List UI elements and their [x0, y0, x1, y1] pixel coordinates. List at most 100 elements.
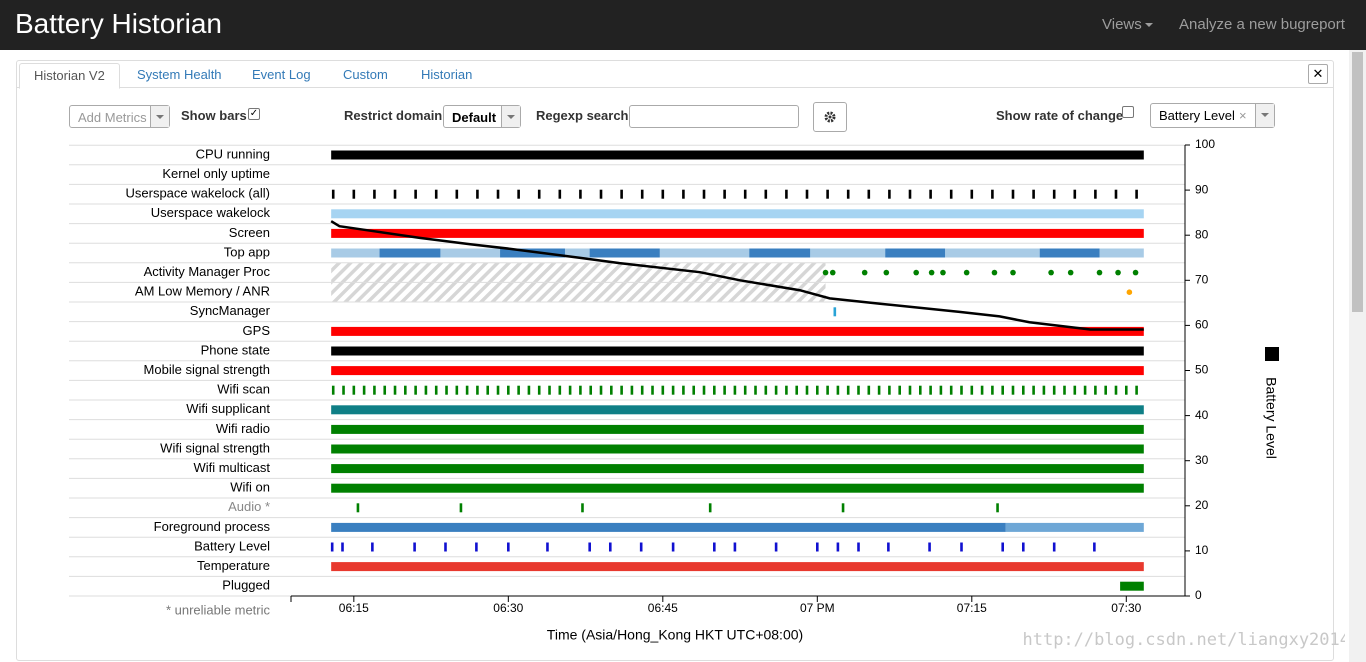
tab[interactable]: Event Log: [252, 67, 311, 82]
event-tick: [599, 189, 603, 199]
select-value: Battery Level: [1159, 108, 1235, 123]
event-tick: [867, 385, 871, 395]
footnote: * unreliable metric: [166, 602, 271, 617]
y-tick-label: 30: [1195, 453, 1209, 467]
event-tick: [1073, 385, 1077, 395]
event-tick: [1094, 189, 1097, 199]
event-tick: [996, 503, 999, 513]
event-tick: [445, 385, 448, 395]
row-label: Battery Level: [194, 538, 270, 553]
x-tick-label: 07:15: [957, 601, 987, 615]
close-button[interactable]: ✕: [1308, 64, 1328, 84]
row-label: AM Low Memory / ANR: [135, 284, 270, 299]
event-tick: [424, 385, 428, 395]
event-tick: [949, 189, 953, 199]
event-tick: [774, 542, 778, 552]
event-tick: [908, 189, 912, 199]
event-tick: [733, 385, 737, 395]
event-tick: [455, 189, 459, 199]
event-tick: [1032, 385, 1035, 395]
row-label: Wifi supplicant: [186, 401, 270, 416]
event-tick: [785, 189, 788, 199]
row-label: Temperature: [197, 558, 270, 573]
row-label: Wifi on: [230, 480, 270, 495]
event-tick: [857, 542, 860, 552]
event-tick: [362, 385, 366, 395]
event-tick: [671, 385, 675, 395]
event-tick: [581, 503, 584, 513]
views-menu[interactable]: Views: [1102, 16, 1153, 33]
event-tick: [836, 385, 840, 395]
event-tick: [1094, 385, 1097, 395]
tab[interactable]: Historian V2: [19, 63, 120, 89]
event-tick: [1114, 189, 1118, 199]
interval-bar: [589, 248, 660, 258]
add-metrics[interactable]: Add Metrics: [69, 105, 170, 128]
event-tick: [620, 385, 623, 395]
y-tick-label: 70: [1195, 272, 1209, 286]
watermark: http://blog.csdn.net/liangxy2014: [1022, 630, 1345, 650]
event-tick: [373, 385, 376, 395]
event-tick: [341, 542, 344, 552]
settings-button[interactable]: [813, 102, 847, 132]
event-tick: [841, 503, 845, 513]
event-dot: [1067, 269, 1074, 276]
interval-bar: [331, 424, 1144, 434]
event-tick: [764, 189, 768, 199]
event-tick: [805, 385, 809, 395]
event-tick: [708, 503, 712, 513]
event-tick: [713, 385, 716, 395]
label: Regexp search: [536, 108, 629, 123]
tab[interactable]: System Health: [137, 67, 222, 82]
event-tick: [682, 385, 685, 395]
event-tick: [342, 385, 345, 395]
domain-select[interactable]: Default: [443, 105, 521, 128]
row-label: Wifi scan: [217, 382, 270, 397]
interval-bar: [1039, 248, 1100, 258]
row-label: SyncManager: [190, 303, 271, 318]
dropdown-arrow: [150, 106, 169, 127]
event-tick: [826, 189, 829, 199]
interval-bar: [331, 150, 1144, 160]
event-tick: [371, 542, 374, 552]
event-tick: [579, 385, 582, 395]
event-tick: [929, 385, 932, 395]
event-tick: [743, 385, 747, 395]
event-tick: [414, 189, 417, 199]
search-input[interactable]: [629, 105, 799, 128]
event-tick: [640, 385, 644, 395]
y-tick-label: 80: [1195, 227, 1209, 241]
clear-icon[interactable]: ×: [1239, 108, 1247, 123]
nav-link[interactable]: Analyze a new bugreport: [1179, 16, 1345, 33]
tab-line: [17, 87, 1333, 88]
event-tick: [444, 542, 447, 552]
event-tick: [1032, 189, 1035, 199]
row-label: Userspace wakelock: [151, 205, 271, 220]
event-tick: [393, 385, 397, 395]
checkbox[interactable]: ✓: [248, 108, 260, 120]
scroll-thumb[interactable]: [1352, 52, 1363, 312]
event-tick: [404, 385, 407, 395]
tab[interactable]: Historian: [421, 67, 473, 82]
event-tick: [331, 385, 335, 395]
scrollbar[interactable]: [1349, 50, 1366, 662]
metric-select[interactable]: Battery Level ×: [1150, 103, 1275, 128]
event-dot: [1115, 269, 1121, 276]
row-label: Phone state: [201, 342, 270, 357]
event-tick: [1011, 385, 1015, 395]
event-tick: [888, 385, 891, 395]
event-tick: [816, 542, 819, 552]
interval-bar: [331, 346, 1144, 356]
event-tick: [496, 385, 500, 395]
event-dot: [991, 269, 998, 276]
event-tick: [434, 189, 438, 199]
event-tick: [610, 385, 613, 395]
event-tick: [434, 385, 438, 395]
row-label: Top app: [224, 244, 270, 259]
checkbox[interactable]: [1122, 106, 1134, 118]
event-dot: [822, 269, 829, 276]
label: Show bars: [181, 108, 247, 123]
tab[interactable]: Custom: [343, 67, 388, 82]
event-tick: [1063, 385, 1066, 395]
